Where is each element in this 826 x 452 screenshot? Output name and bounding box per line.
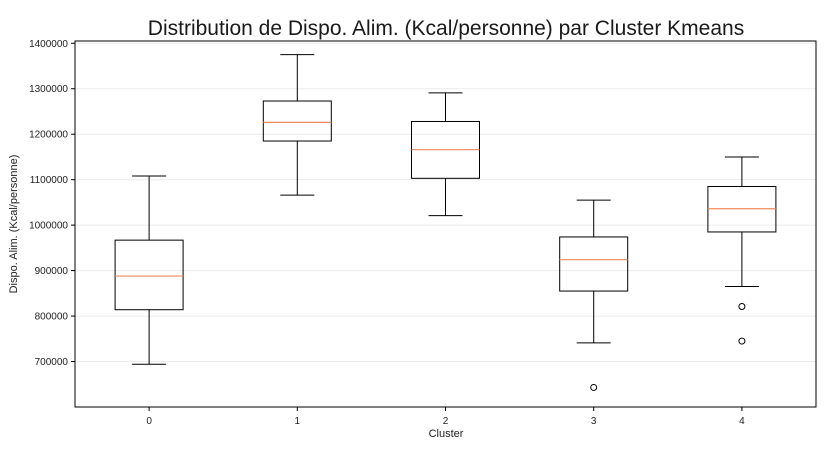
x-axis-ticks: 0 1 2 3 4: [146, 407, 745, 427]
box-plots: [114, 54, 777, 391]
y-axis-label: Dispo. Alim. (Kcal/personne): [8, 155, 20, 294]
x-tick-label: 0: [146, 416, 152, 427]
y-tick-label: 700000: [35, 357, 69, 368]
iqr-box: [262, 100, 332, 142]
box-plot-cluster-2: [411, 92, 480, 217]
outlier-point: [590, 383, 598, 391]
y-tick-label: 1200000: [29, 130, 68, 141]
box-plot-cluster-1: [262, 54, 332, 196]
box-plot-cluster-3: [559, 199, 629, 391]
box-plot-cluster-0: [114, 175, 184, 365]
y-tick-label: 1000000: [29, 221, 68, 232]
y-axis-ticks: 700000 800000 900000 1000000 1100000 1200000 1…: [29, 39, 75, 368]
y-tick-label: 900000: [35, 266, 69, 277]
x-tick-label: 2: [443, 416, 449, 427]
y-tick-label: 800000: [35, 312, 69, 323]
y-tick-label: 1400000: [29, 39, 68, 50]
iqr-box: [559, 236, 629, 292]
x-axis-label: Cluster: [429, 428, 464, 440]
outlier-point: [738, 337, 746, 345]
x-tick-label: 4: [739, 416, 745, 427]
y-tick-label: 1100000: [30, 175, 69, 186]
x-tick-label: 1: [295, 416, 301, 427]
x-tick-label: 3: [591, 416, 597, 427]
outlier-point: [738, 303, 746, 311]
chart-title: Distribution de Dispo. Alim. (Kcal/perso…: [148, 17, 744, 40]
box-plot-cluster-4: [707, 156, 777, 345]
y-tick-label: 1300000: [29, 84, 68, 95]
iqr-box: [114, 239, 184, 311]
